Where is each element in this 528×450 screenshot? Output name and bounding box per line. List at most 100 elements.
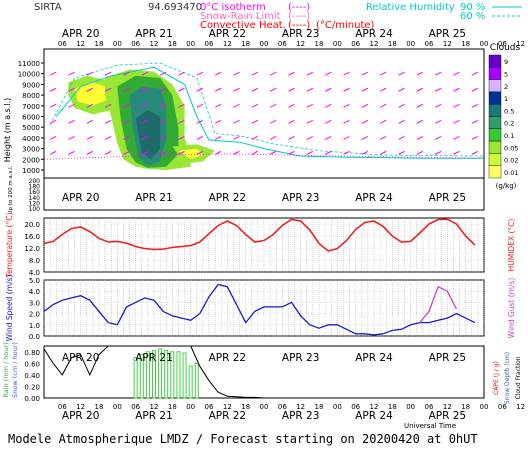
- wind-arrow: [104, 135, 112, 140]
- wind-arrow: [379, 150, 387, 155]
- cloud-ytick-low-label: 160: [29, 189, 41, 196]
- wind-arrow: [416, 71, 424, 76]
- wind-speed-line: [43, 283, 476, 336]
- ytick-label: 0.0: [29, 333, 40, 341]
- ytick-label: 8.0: [29, 257, 40, 265]
- wind-arrow: [453, 150, 460, 155]
- wind-arrow: [343, 87, 350, 92]
- colorbar-label: 0.5: [504, 107, 514, 115]
- hour-label-bottom: 06: [205, 403, 214, 411]
- wind-arrow: [196, 87, 204, 92]
- wind-arrow: [233, 119, 240, 124]
- hour-label-bottom: 00: [333, 403, 342, 411]
- wind-arrow: [269, 71, 277, 76]
- hour-label-top: 00: [480, 40, 489, 48]
- wind-arrow: [159, 135, 167, 140]
- wind-arrow: [233, 103, 240, 108]
- wind-arrow: [434, 71, 442, 76]
- wind-arrow: [324, 87, 332, 92]
- hour-label-top: 06: [205, 40, 214, 48]
- legend-rh-60: 60 %: [460, 11, 485, 22]
- rain-bar: [152, 350, 156, 399]
- rain-bar: [182, 352, 187, 399]
- wind-arrow: [86, 119, 94, 124]
- rain-bar: [176, 351, 181, 399]
- panel-ylabel: Temperature (°C): [5, 213, 14, 279]
- wind-arrow: [398, 103, 405, 108]
- wind-arrow: [288, 71, 295, 76]
- wind-arrow: [214, 119, 222, 124]
- hour-label-top: 00: [406, 40, 415, 48]
- day-label-rain: APR 25: [429, 352, 467, 364]
- day-label-clouds: APR 21: [135, 192, 173, 204]
- hour-label-bottom: 18: [315, 403, 324, 411]
- rain-bar: [164, 350, 169, 399]
- hour-label-top: 12: [76, 40, 85, 48]
- hour-label-top: 12: [296, 40, 305, 48]
- colorbar-swatch: [488, 67, 502, 80]
- hour-label-top: 00: [333, 40, 342, 48]
- wind-arrow: [379, 87, 387, 92]
- hour-label-top: 06: [278, 40, 287, 48]
- wind-arrow: [49, 103, 57, 108]
- day-label-clouds: APR 22: [209, 192, 247, 204]
- hour-label-top: 12: [370, 40, 379, 48]
- wind-arrow: [49, 135, 57, 140]
- wind-arrow: [269, 135, 277, 140]
- wind-arrow: [178, 119, 185, 124]
- day-label-top: APR 21: [135, 28, 173, 40]
- rain-ytick-label: 0.80: [24, 349, 40, 357]
- day-label-clouds: APR 24: [355, 192, 393, 204]
- day-label-clouds: APR 25: [429, 192, 467, 204]
- hour-label-top: 18: [388, 40, 397, 48]
- wind-arrow: [269, 119, 277, 124]
- wind-arrow: [196, 135, 204, 140]
- hour-label-top: 12: [443, 40, 452, 48]
- cloud-colorbar: Clouds 9 5 2 1 0.5 0.2 0.1 0.05 0.02 0.01 (g/kg): [488, 43, 521, 190]
- cape-ylabel: CAPE (J / g): [493, 361, 500, 395]
- colorbar-label: 2: [504, 83, 508, 91]
- wind-arrow: [306, 119, 314, 124]
- legend-isotherm-bracket: (----): [288, 2, 310, 13]
- rain-bar: [188, 365, 193, 399]
- cloud-ytick-low-label: 180: [29, 184, 41, 191]
- colorbar-units: (g/kg): [496, 182, 517, 190]
- rh-contour-60: [49, 62, 485, 157]
- cloud-ytick-label: 10000: [18, 71, 40, 79]
- ytick-label: 4.0: [29, 288, 40, 296]
- wind-arrow: [343, 103, 350, 108]
- hour-label-top: 00: [186, 40, 195, 48]
- wind-arrow: [361, 87, 369, 92]
- hour-label-top: 18: [95, 40, 104, 48]
- wind-arrow: [343, 150, 350, 155]
- legend-conv-units: (°C/minute): [316, 20, 375, 31]
- hour-label-bottom: 00: [113, 403, 122, 411]
- wind-arrow: [434, 87, 442, 92]
- day-label-rain: APR 24: [355, 352, 393, 364]
- hour-label-bottom: 00: [186, 403, 195, 411]
- panel-ylabel-right: Wind Gust (m/s): [507, 278, 516, 339]
- colorbar-label: 0.02: [504, 157, 518, 165]
- day-label-rain: APR 22: [209, 352, 247, 364]
- wind-arrow: [141, 71, 149, 76]
- rain-bar: [133, 357, 138, 399]
- hour-label-bottom: 18: [388, 403, 397, 411]
- wind-arrow: [178, 103, 185, 108]
- wind-arrow: [361, 103, 369, 108]
- wind-arrow: [86, 150, 94, 155]
- rain-ytick-label: 0.60: [24, 360, 40, 368]
- wind-arrow: [123, 150, 130, 155]
- cloud-ytick-low-label: 200: [29, 178, 41, 185]
- wind-arrow: [434, 150, 442, 155]
- wind-arrow: [306, 103, 314, 108]
- wind-arrow: [68, 71, 75, 76]
- wind-arrow: [453, 119, 460, 124]
- wind-arrow: [251, 119, 259, 124]
- cloud-ytick-low-label: 120: [29, 200, 41, 207]
- day-label-bottom: APR 20: [62, 410, 100, 422]
- wind-arrow: [178, 87, 185, 92]
- rain-bar: [145, 351, 150, 399]
- temperature-panel: 20.0 16.0 12.0 8.0 4.0 Temperature (°C) HUMIDE…: [5, 213, 516, 279]
